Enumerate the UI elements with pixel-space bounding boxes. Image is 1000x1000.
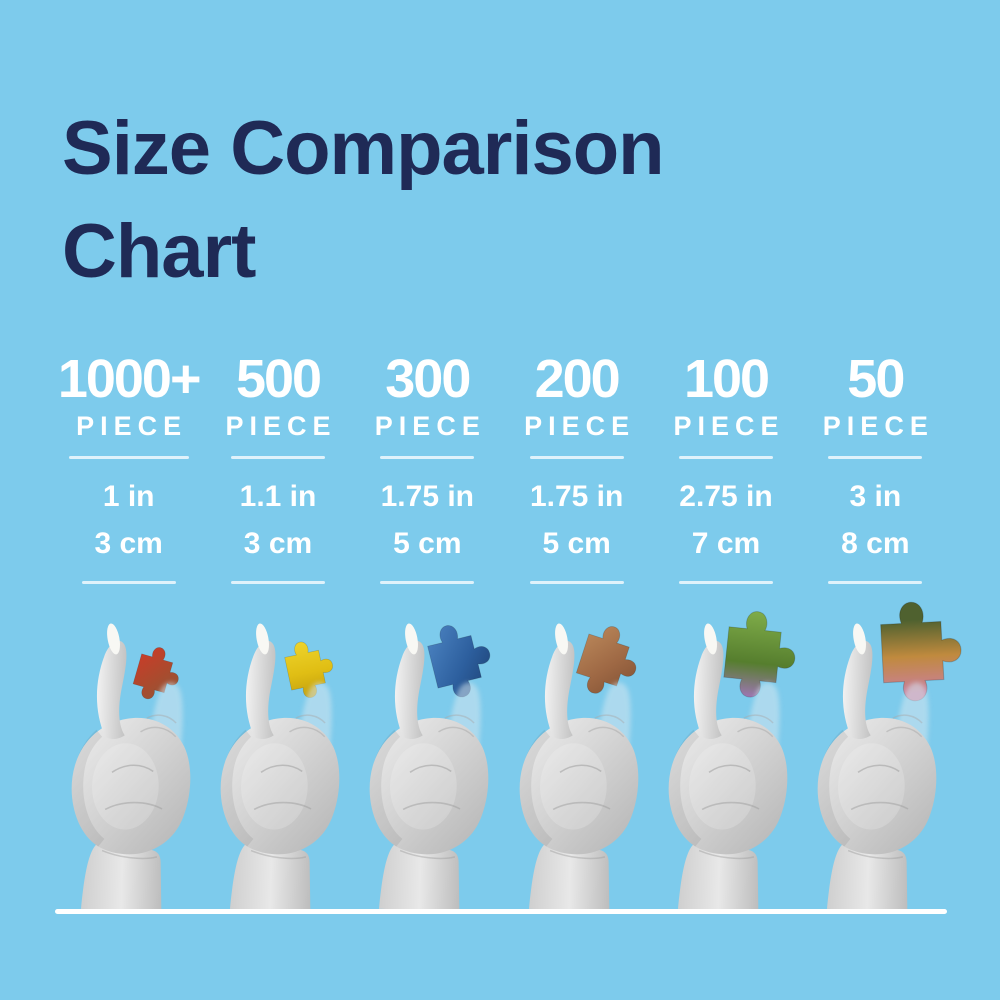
- pinching-hand-icon: [647, 606, 805, 914]
- pinching-hand-icon: [796, 606, 954, 914]
- hand-with-piece-300: [353, 606, 502, 912]
- page-title-line-1: Size Comparison: [62, 105, 665, 191]
- size-column-1000: 1000+ PIECE 1 in 3 cm: [54, 352, 203, 584]
- size-inches: 2.75 in: [679, 480, 773, 513]
- divider-rule: [678, 581, 773, 584]
- page-title: Size Comparison Chart: [62, 97, 665, 303]
- pinching-hand-icon: [348, 606, 506, 914]
- size-cm: 5 cm: [542, 527, 611, 560]
- pinching-hand-icon: [199, 606, 357, 914]
- size-cm: 3 cm: [243, 527, 313, 560]
- baseline-rule: [55, 909, 947, 914]
- divider-rule: [380, 581, 475, 584]
- hand-with-piece-50: [801, 599, 964, 912]
- divider-rule: [380, 456, 475, 459]
- piece-label: PIECE: [673, 411, 785, 441]
- piece-count: 50: [847, 349, 905, 409]
- size-cm: 3 cm: [94, 527, 163, 560]
- piece-count: 500: [235, 349, 322, 409]
- divider-rule: [678, 456, 773, 459]
- divider-rule: [81, 581, 176, 584]
- divider-rule: [828, 581, 923, 584]
- hand-with-piece-100: [651, 606, 801, 912]
- size-column-50: 50 PIECE 3 in 8 cm: [801, 352, 950, 584]
- piece-count: 100: [683, 349, 770, 409]
- size-cm: 5 cm: [393, 527, 462, 560]
- divider-rule: [529, 456, 624, 459]
- divider-rule: [230, 456, 325, 459]
- piece-label: PIECE: [822, 411, 934, 441]
- size-inches: 1.75 in: [529, 480, 624, 513]
- pinching-hand-icon: [50, 606, 208, 914]
- piece-count: 1000+: [57, 349, 202, 409]
- piece-count: 300: [385, 349, 471, 409]
- hand-with-piece-500: [203, 606, 352, 912]
- hand-with-piece-1000: [54, 606, 203, 912]
- divider-rule: [230, 581, 325, 584]
- size-inches: 1.1 in: [239, 480, 317, 513]
- piece-label: PIECE: [225, 411, 337, 441]
- size-inches: 3 in: [849, 480, 902, 513]
- size-column-200: 200 PIECE 1.75 in 5 cm: [502, 352, 651, 584]
- hand-with-piece-200: [502, 606, 651, 912]
- size-cm: 7 cm: [691, 527, 761, 560]
- size-column-100: 100 PIECE 2.75 in 7 cm: [651, 352, 800, 584]
- size-comparison-table: 1000+ PIECE 1 in 3 cm 500 PIECE 1.1 in 3…: [54, 352, 950, 584]
- piece-label: PIECE: [524, 411, 636, 441]
- hands-illustration-row: [54, 599, 964, 912]
- pinching-hand-icon: [498, 606, 656, 914]
- size-column-500: 500 PIECE 1.1 in 3 cm: [203, 352, 352, 584]
- piece-count: 200: [534, 349, 621, 409]
- size-column-300: 300 PIECE 1.75 in 5 cm: [353, 352, 502, 584]
- divider-rule: [828, 456, 923, 459]
- page-title-line-2: Chart: [62, 208, 256, 294]
- size-inches: 1.75 in: [380, 480, 475, 513]
- piece-label: PIECE: [76, 411, 188, 441]
- size-inches: 1 in: [102, 480, 155, 513]
- size-cm: 8 cm: [841, 527, 910, 560]
- divider-rule: [529, 581, 624, 584]
- piece-label: PIECE: [374, 411, 486, 441]
- divider-rule: [68, 456, 189, 459]
